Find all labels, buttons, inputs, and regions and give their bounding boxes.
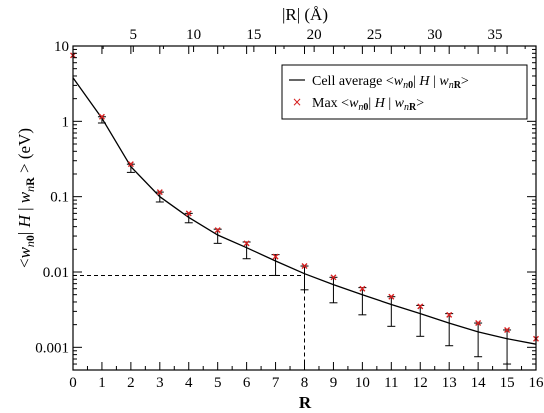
legend-entry-max: Max <wn0| H | wnR> bbox=[312, 96, 424, 113]
top-x-tick-label: 20 bbox=[307, 27, 322, 43]
x-tick-label: 13 bbox=[442, 375, 457, 391]
x-tick-label: 9 bbox=[330, 375, 338, 391]
max-marker bbox=[214, 227, 221, 234]
y-axis-label: <wn0| H | wnR > (eV) bbox=[15, 128, 37, 268]
y-tick-label: 1 bbox=[62, 114, 70, 130]
legend: Cell average <wn0| H | wnR> × Max <wn0| … bbox=[281, 64, 528, 120]
top-x-tick-label: 35 bbox=[488, 27, 503, 43]
top-x-tick-label: 30 bbox=[427, 27, 442, 43]
top-x-tick-label: 25 bbox=[367, 27, 382, 43]
legend-marker-swatch: × bbox=[292, 95, 302, 109]
top-ticks: 5 10 15 20 25 30 35 bbox=[72, 27, 526, 52]
max-marker bbox=[330, 274, 337, 281]
x-tick-label: 16 bbox=[529, 375, 544, 391]
x-tick-label: 10 bbox=[355, 375, 370, 391]
max-marker bbox=[243, 240, 250, 247]
cell-average-line bbox=[72, 77, 537, 345]
top-x-axis-label: |R| (Å) bbox=[282, 5, 328, 24]
legend-box bbox=[281, 64, 528, 120]
max-marker bbox=[272, 253, 279, 260]
max-marker bbox=[156, 189, 163, 196]
x-tick-label: 3 bbox=[156, 375, 164, 391]
x-tick-label: 1 bbox=[98, 375, 106, 391]
top-x-tick-label: 10 bbox=[186, 27, 201, 43]
top-x-tick-label: 5 bbox=[130, 27, 138, 43]
y-tick-label: 10 bbox=[54, 39, 69, 55]
max-marker bbox=[98, 113, 105, 120]
x-tick-label: 12 bbox=[413, 375, 428, 391]
top-x-tick-label: 15 bbox=[246, 27, 261, 43]
y-ticks: 0.001 0.01 0.1 1 10 bbox=[35, 39, 536, 365]
x-tick-label: 0 bbox=[69, 375, 77, 391]
x-tick-label: 5 bbox=[214, 375, 222, 391]
max-marker bbox=[417, 303, 424, 310]
max-marker bbox=[185, 210, 192, 217]
max-marker bbox=[301, 263, 308, 270]
max-marker bbox=[127, 161, 134, 168]
max-marker bbox=[475, 320, 482, 327]
plot-layer bbox=[70, 52, 539, 370]
x-axis-label: R bbox=[299, 393, 312, 412]
max-marker bbox=[446, 311, 453, 318]
x-tick-label: 15 bbox=[500, 375, 515, 391]
y-tick-label: 0.1 bbox=[50, 190, 69, 206]
x-tick-label: 8 bbox=[301, 375, 309, 391]
max-marker bbox=[359, 285, 366, 292]
x-tick-label: 14 bbox=[471, 375, 487, 391]
y-tick-label: 0.001 bbox=[35, 340, 69, 356]
x-tick-label: 7 bbox=[272, 375, 280, 391]
bottom-ticks: 0 1 2 3 4 5 6 7 8 9 10 11 12 13 14 15 16 bbox=[69, 46, 544, 391]
max-marker bbox=[388, 293, 395, 300]
x-tick-label: 4 bbox=[185, 375, 193, 391]
legend-entry-cell-average: Cell average <wn0| H | wnR> bbox=[312, 74, 469, 91]
x-tick-label: 6 bbox=[243, 375, 251, 391]
x-tick-label: 2 bbox=[127, 375, 135, 391]
max-marker bbox=[504, 326, 511, 333]
x-tick-label: 11 bbox=[384, 375, 398, 391]
y-tick-label: 0.01 bbox=[43, 265, 69, 281]
